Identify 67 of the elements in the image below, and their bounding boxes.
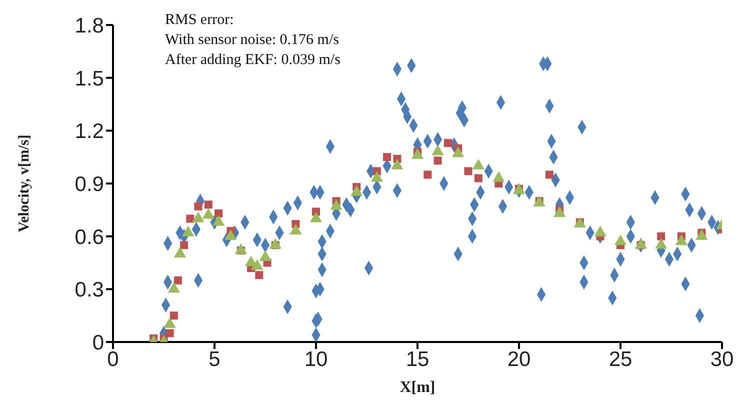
- annotation: With sensor noise: 0.176 m/s: [165, 31, 340, 50]
- point: [554, 206, 566, 217]
- point: [434, 156, 442, 165]
- point: [675, 234, 688, 246]
- point: [168, 282, 180, 293]
- point: [234, 243, 247, 254]
- y-axis-title: Velocity, v[m/s]: [16, 134, 32, 232]
- y-tick-label: 1.5: [74, 67, 104, 90]
- point: [391, 158, 404, 170]
- y-tick-label: 0.6: [74, 226, 104, 249]
- x-tick-label: 30: [710, 348, 734, 371]
- point: [411, 148, 424, 159]
- y-tick-label: 0.9: [74, 172, 104, 196]
- x-tick-label: 25: [608, 348, 632, 371]
- y-tick-label: 0: [92, 331, 104, 354]
- point: [634, 238, 647, 249]
- point: [330, 199, 342, 210]
- point: [424, 170, 432, 179]
- point: [444, 138, 452, 147]
- point: [166, 329, 174, 338]
- point: [259, 250, 272, 261]
- point: [350, 185, 363, 196]
- point: [186, 214, 194, 223]
- point: [310, 212, 322, 222]
- annotation: RMS error:: [165, 11, 235, 30]
- annotation: After adding EKF: 0.039 m/s: [165, 51, 340, 70]
- x-tick-label: 20: [507, 348, 531, 371]
- point: [655, 238, 668, 249]
- point: [192, 212, 204, 222]
- point: [452, 146, 464, 158]
- point: [290, 224, 302, 235]
- point: [255, 271, 264, 280]
- point: [164, 317, 176, 328]
- y-tick-label: 1.2: [74, 120, 104, 144]
- point: [657, 232, 666, 240]
- x-tick-label: 15: [406, 348, 430, 371]
- point: [464, 167, 472, 176]
- point: [472, 158, 484, 170]
- point: [224, 229, 237, 240]
- point: [214, 209, 223, 218]
- point: [180, 241, 188, 250]
- point: [594, 226, 606, 236]
- point: [474, 174, 482, 182]
- point: [170, 312, 178, 320]
- point: [269, 238, 282, 249]
- y-tick-label: 0.3: [74, 278, 104, 302]
- y-tick-label: 1.8: [74, 14, 104, 38]
- x-axis-title: X[m]: [400, 379, 436, 396]
- point: [202, 208, 214, 219]
- x-tick-label: 5: [208, 348, 220, 371]
- point: [370, 171, 383, 182]
- point: [432, 144, 444, 156]
- x-tick-label: 0: [107, 348, 119, 371]
- point: [174, 276, 182, 284]
- point: [204, 200, 212, 209]
- point: [614, 234, 627, 246]
- point: [174, 246, 186, 258]
- point: [545, 170, 554, 179]
- point: [512, 184, 526, 194]
- point: [182, 226, 194, 236]
- point: [492, 171, 505, 182]
- point: [696, 229, 708, 240]
- x-tick-label: 10: [304, 348, 328, 371]
- point: [251, 259, 264, 270]
- point: [383, 153, 392, 162]
- point: [194, 202, 202, 210]
- point: [212, 215, 225, 226]
